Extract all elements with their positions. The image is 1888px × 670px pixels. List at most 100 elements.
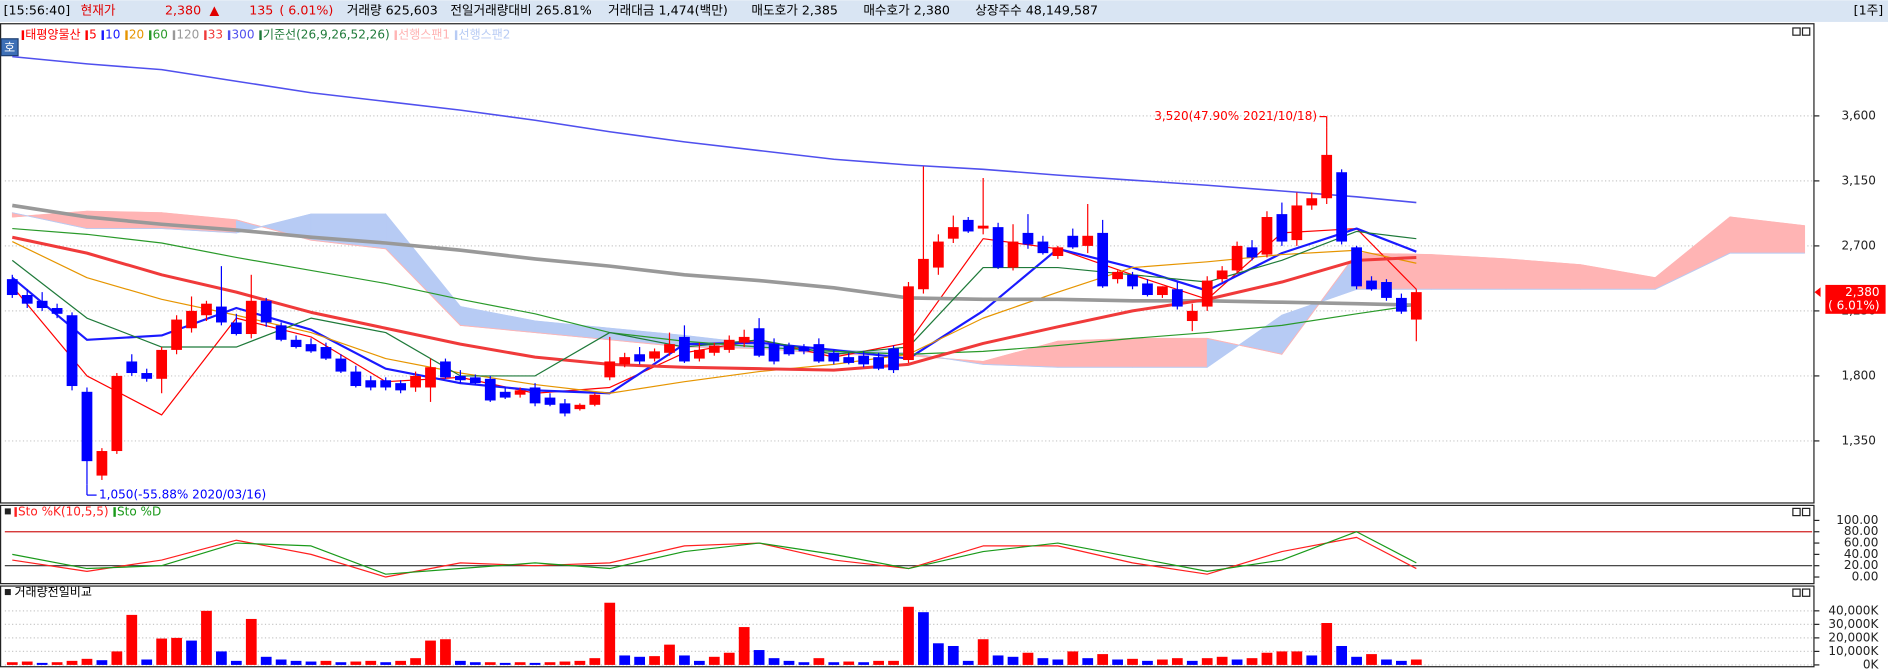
volume-bar xyxy=(410,658,421,665)
legend-label: 5 xyxy=(89,28,97,42)
bid: 매수호가 2,380 xyxy=(863,3,950,18)
volume-bar xyxy=(738,627,750,665)
volume-bar xyxy=(1381,659,1392,665)
icon[interactable] xyxy=(1801,588,1811,597)
candle-body xyxy=(1276,214,1288,242)
volume-bar xyxy=(171,637,182,665)
legend-swatch xyxy=(204,30,207,40)
y-tick-label: 40.00 xyxy=(1844,547,1878,561)
line xyxy=(11,230,1417,377)
candle-body xyxy=(6,279,18,296)
candle-body xyxy=(1261,217,1273,255)
candle-body xyxy=(1231,245,1243,271)
candle-body xyxy=(1291,205,1303,241)
volume-bar xyxy=(514,662,526,665)
volume-bar xyxy=(544,662,556,665)
volume-bar xyxy=(1291,651,1303,665)
stoch-frame xyxy=(0,504,1815,585)
volume-frame xyxy=(0,585,1815,668)
candle-body xyxy=(514,390,526,395)
volume-bar xyxy=(111,651,123,665)
candle-body xyxy=(1007,241,1019,268)
panel-marker xyxy=(4,589,11,596)
turnover: 거래대금 1,474(백만) xyxy=(608,3,728,18)
candle-body xyxy=(1052,247,1064,257)
candle-body xyxy=(1201,280,1213,307)
candle-body xyxy=(66,315,78,387)
volume-bar xyxy=(6,662,18,665)
y-tick-label: 20.00 xyxy=(1844,558,1878,572)
candle-body xyxy=(1246,247,1258,258)
volume-bar xyxy=(216,651,227,665)
candle-body xyxy=(216,306,227,323)
candle-body xyxy=(1351,247,1362,287)
volume-bar xyxy=(469,662,481,665)
button-label[interactable]: 호 xyxy=(4,40,15,54)
candle-body xyxy=(1396,297,1407,312)
y-tick-label: 3,600 xyxy=(1842,108,1876,122)
volume-bar xyxy=(395,660,407,665)
candle-body xyxy=(619,357,631,365)
volume-bar xyxy=(484,662,496,665)
icon[interactable] xyxy=(1792,27,1801,36)
candle-body xyxy=(1142,283,1153,296)
volume-bar xyxy=(51,662,63,665)
icon[interactable] xyxy=(1792,507,1801,517)
y-tick-label: 60.00 xyxy=(1844,536,1878,550)
cloud-segment xyxy=(1132,337,1208,368)
icon[interactable] xyxy=(1792,588,1801,597)
icon[interactable] xyxy=(1801,27,1811,36)
legend-label: 기준선(26,9,26,52,26) xyxy=(263,28,390,42)
candle-body xyxy=(932,241,944,268)
candle-body xyxy=(201,303,212,316)
volume-bar xyxy=(768,658,780,665)
y-tick-label: 80.00 xyxy=(1844,524,1878,538)
candle-body xyxy=(1171,289,1183,307)
line xyxy=(12,55,1417,204)
candle-body xyxy=(918,258,929,290)
legend-label: Sto %K(10,5,5) xyxy=(18,505,109,519)
legend-swatch xyxy=(149,30,152,40)
candle-body xyxy=(649,351,660,359)
volume-bar xyxy=(186,640,197,665)
y-tick-label: 0K xyxy=(1863,657,1880,670)
volume-bar xyxy=(604,602,616,665)
candle-body xyxy=(708,345,720,353)
volume-bar xyxy=(1037,658,1049,665)
candle-body xyxy=(1022,232,1034,245)
volume-bar xyxy=(962,660,974,665)
volume-bar xyxy=(1336,645,1348,665)
line xyxy=(11,235,1417,372)
legend-label: 20 xyxy=(129,28,144,42)
candle-body xyxy=(813,344,825,362)
icon[interactable] xyxy=(1801,507,1811,517)
candle-body xyxy=(1037,241,1049,254)
candle-body xyxy=(962,219,974,232)
y-tick-label: 3,150 xyxy=(1842,173,1876,187)
volume-bar xyxy=(664,644,675,665)
y-tick-label: 40,000K xyxy=(1828,603,1879,617)
candle-body xyxy=(1410,292,1422,320)
legend-swatch xyxy=(227,30,231,40)
volume-bar xyxy=(156,638,168,665)
candle-body xyxy=(410,375,421,388)
candle-body xyxy=(305,344,317,352)
candle-body xyxy=(260,300,272,323)
button[interactable] xyxy=(0,38,19,57)
candle-body xyxy=(1112,271,1123,280)
volume-bar xyxy=(335,662,347,665)
volume-bar xyxy=(903,606,914,665)
candle-body xyxy=(126,361,138,374)
price-box-label: ( 6.01%) xyxy=(1828,298,1879,312)
header: [15:56:40] 현재가 2,380 ▲ 135 ( 6.01%) 거래량 … xyxy=(4,3,1884,18)
candle-body xyxy=(1186,310,1198,322)
volume-bar xyxy=(1112,659,1123,665)
candle-body xyxy=(51,308,63,314)
candle-body xyxy=(36,300,48,309)
line xyxy=(12,536,1417,578)
volume-ratio: 전일거래량대비 265.81% xyxy=(450,3,592,18)
candle-body xyxy=(171,319,182,350)
volume-bar xyxy=(858,662,870,665)
period[interactable]: [1주] xyxy=(1854,3,1884,18)
